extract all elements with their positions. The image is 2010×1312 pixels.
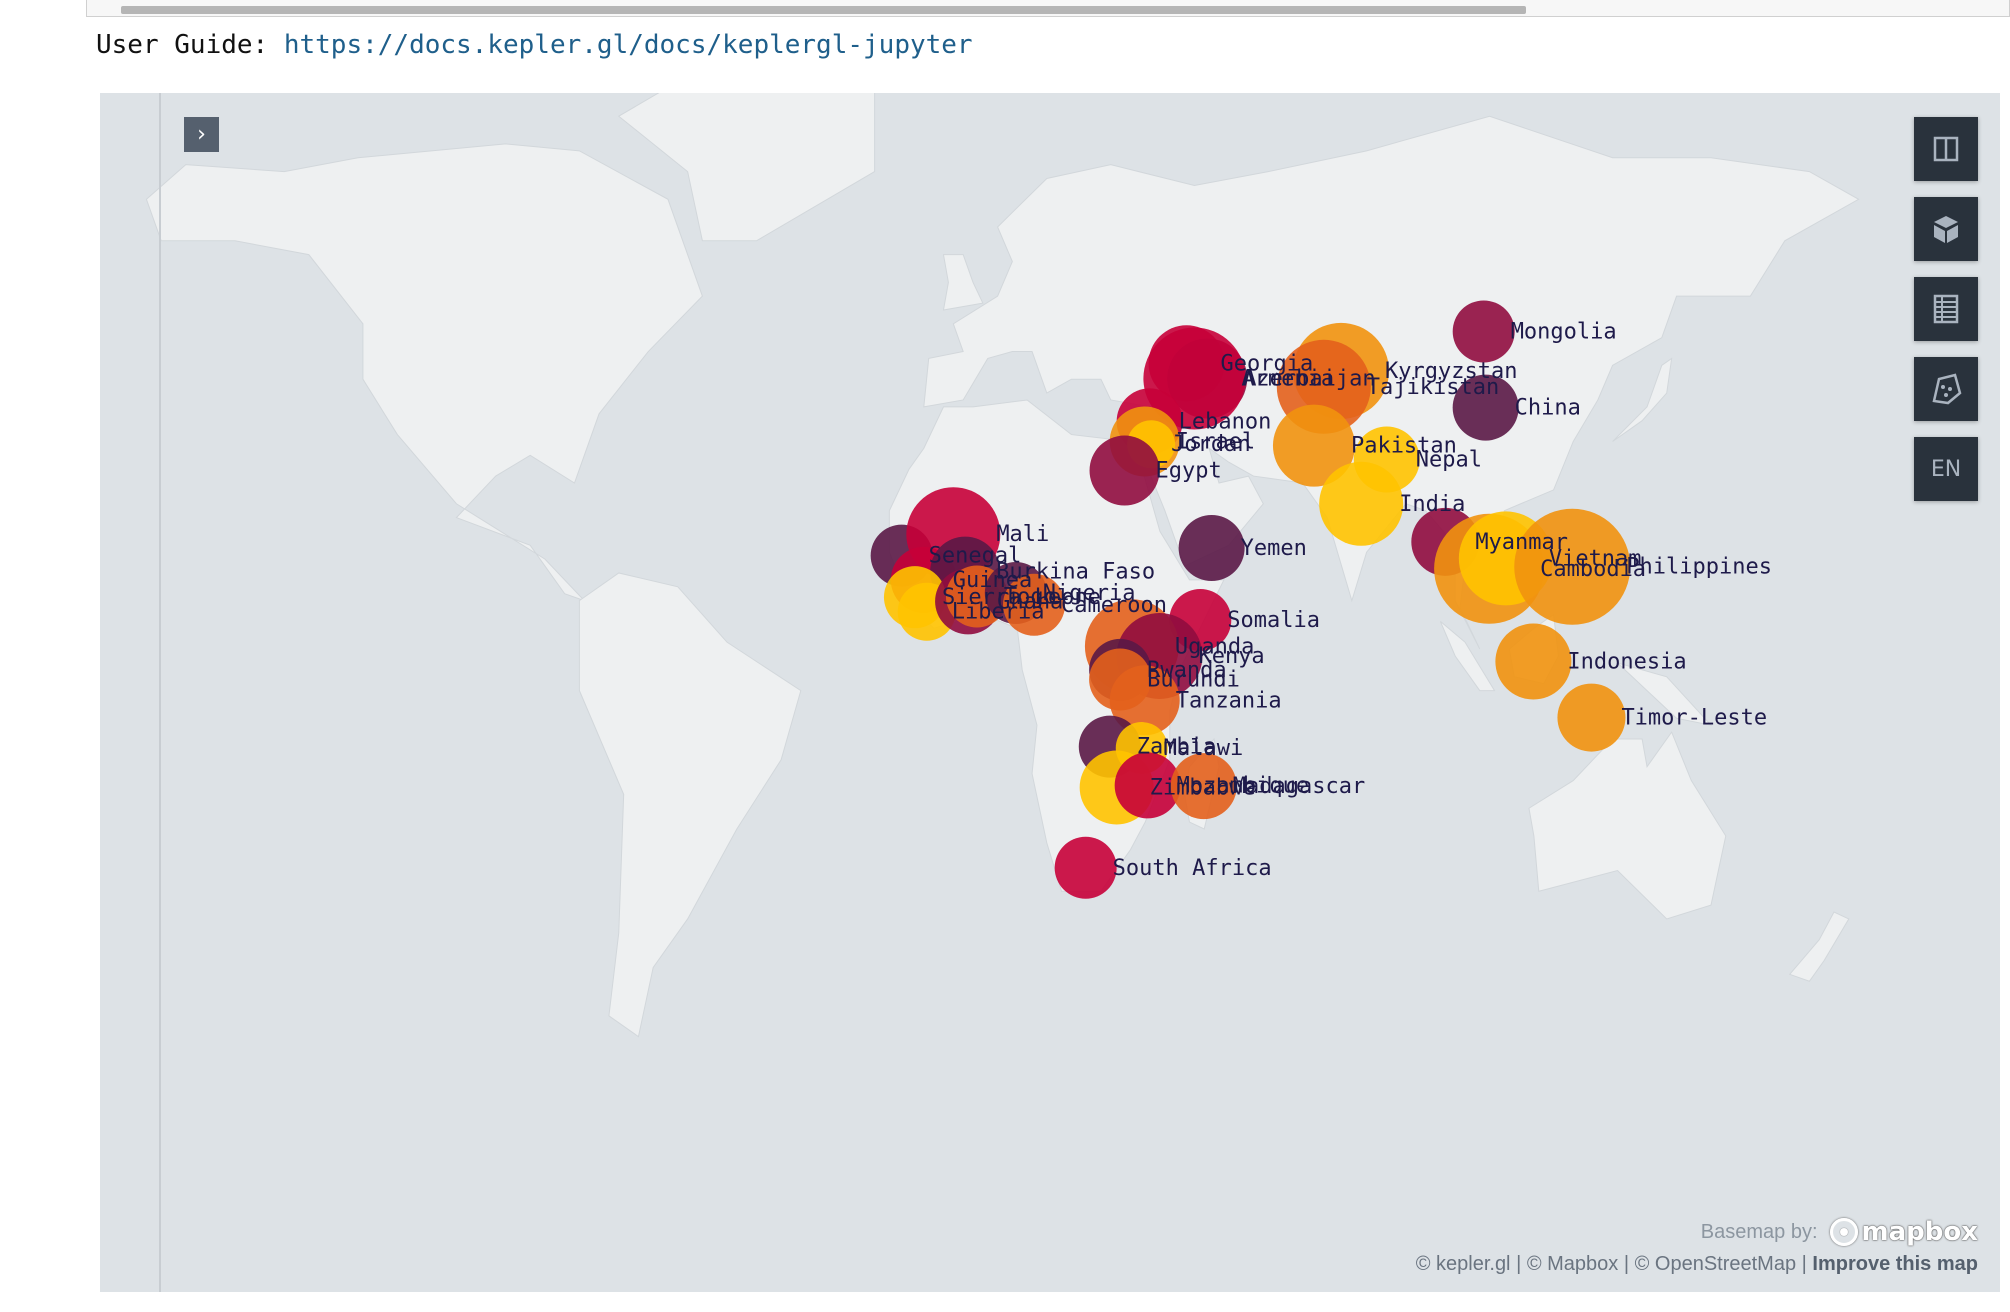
label-timor-leste: Timor-Leste	[1621, 706, 1767, 731]
point-tanzania[interactable]	[1109, 665, 1180, 736]
label-sierra-leone: Sierra Leone	[942, 585, 1101, 610]
label-mozambique: Mozambique	[1177, 773, 1309, 798]
land-new-zealand	[1788, 911, 1850, 982]
label-egypt: Egypt	[1156, 459, 1222, 484]
label-philippines: Philippines	[1626, 555, 1772, 580]
label-burkina-faso: Burkina Faso	[996, 560, 1155, 585]
locale-button[interactable]: EN	[1914, 437, 1978, 501]
label-uganda: Uganda	[1175, 634, 1254, 659]
label-liberia: Liberia	[952, 600, 1045, 625]
user-guide-line: User Guide: https://docs.kepler.gl/docs/…	[96, 30, 973, 60]
land-north-america	[145, 143, 703, 602]
label-myanmar: Myanmar	[1475, 530, 1568, 555]
label-yemen: Yemen	[1241, 536, 1307, 561]
label-zambia: Zambia	[1137, 735, 1216, 760]
point-timor-leste[interactable]	[1557, 683, 1626, 752]
label-tanzania: Tanzania	[1176, 688, 1282, 713]
point-philippines[interactable]	[1514, 508, 1631, 625]
data-table-icon	[1933, 294, 1959, 324]
land-greenland	[617, 93, 876, 242]
label-armenia: Armenia	[1241, 367, 1334, 392]
land-uk	[942, 254, 984, 311]
mapbox-wordmark: mapbox	[1861, 1217, 1979, 1247]
draw-polygon-button[interactable]	[1914, 357, 1978, 421]
3d-cube-icon	[1934, 216, 1958, 243]
chevron-right-icon: ›	[197, 122, 206, 147]
label-nigeria: Nigeria	[1043, 581, 1136, 606]
label-kenya: Kenya	[1198, 644, 1264, 669]
label-cambodia: Cambodia	[1540, 557, 1646, 582]
data-table-button[interactable]	[1914, 277, 1978, 341]
split-map-icon	[1933, 136, 1959, 162]
label-indonesia: Indonesia	[1567, 650, 1686, 675]
label-georgia: Georgia	[1221, 351, 1314, 376]
basemap-label: Basemap by:	[1700, 1220, 1818, 1243]
label-cameroon: Cameroon	[1061, 593, 1167, 618]
land-sumatra	[1439, 621, 1496, 692]
mapbox-attribution-link[interactable]: © Mapbox	[1526, 1253, 1619, 1275]
label-kyrgyzstan: Kyrgyzstan	[1385, 359, 1517, 384]
kepler-attribution-link[interactable]: © kepler.gl	[1415, 1253, 1511, 1275]
point-india[interactable]	[1319, 461, 1404, 546]
point-pakistan[interactable]	[1272, 404, 1355, 487]
label-jordan: Jordan	[1171, 432, 1250, 457]
scrollbar-thumb[interactable]	[121, 6, 1526, 14]
land-south-america	[578, 572, 802, 1038]
split-map-button[interactable]	[1914, 117, 1978, 181]
land-australia	[1528, 731, 1727, 920]
label-madagascar: Madagascar	[1233, 774, 1365, 799]
label-togo: Togo	[1004, 584, 1057, 609]
label-mongolia: Mongolia	[1511, 319, 1617, 344]
point-egypt[interactable]	[1089, 435, 1160, 506]
label-ghana: Ghana	[997, 589, 1063, 614]
point-china[interactable]	[1452, 374, 1519, 441]
user-guide-label: User Guide:	[96, 30, 284, 60]
label-vietnam: Vietnam	[1549, 546, 1642, 571]
point-south-africa[interactable]	[1054, 836, 1117, 899]
label-rwanda: Rwanda	[1147, 658, 1226, 683]
point-indonesia[interactable]	[1495, 623, 1572, 700]
user-guide-link[interactable]: https://docs.kepler.gl/docs/keplergl-jup…	[283, 30, 973, 60]
locale-label: EN	[1930, 456, 1962, 482]
improve-map-link[interactable]: Improve this map	[1812, 1253, 1978, 1275]
notebook-output-scrollbar[interactable]	[86, 0, 2010, 17]
point-yemen[interactable]	[1178, 515, 1245, 582]
point-mongolia[interactable]	[1452, 300, 1515, 363]
mapbox-logo[interactable]: mapbox	[1829, 1217, 1979, 1247]
label-guinea: Guinea	[953, 568, 1032, 593]
point-layer[interactable]	[870, 300, 1631, 899]
label-china: China	[1515, 396, 1581, 421]
label-india: India	[1399, 492, 1465, 517]
land-new-guinea	[1617, 662, 1713, 726]
point-cameroon[interactable]	[1003, 573, 1066, 636]
label-pakistan: Pakistan	[1351, 434, 1457, 459]
point-mozambique[interactable]	[1114, 752, 1181, 819]
label-south-africa: South Africa	[1113, 856, 1272, 881]
label-nepal: Nepal	[1416, 447, 1482, 472]
label-burundi: Burundi	[1147, 668, 1240, 693]
draw-polygon-icon	[1932, 373, 1962, 405]
label-zimbabwe: Zimbabwe	[1150, 775, 1256, 800]
side-panel-toggle[interactable]: ›	[184, 117, 219, 152]
kepler-map[interactable]: Mongolia China Georgia Azerbaijan Armenia Leb…	[100, 93, 2000, 1292]
label-malawi: Malawi	[1164, 736, 1243, 761]
label-senegal: Senegal	[929, 544, 1022, 569]
point-madagascar[interactable]	[1170, 753, 1237, 820]
land-japan	[1612, 357, 1673, 442]
label-lebanon: Lebanon	[1179, 409, 1272, 434]
3d-view-button[interactable]	[1914, 197, 1978, 261]
label-mali: Mali	[996, 522, 1049, 547]
map-attribution: © kepler.gl | © Mapbox | © OpenStreetMap…	[1415, 1253, 1978, 1275]
mapbox-logo-icon	[1829, 1218, 1858, 1246]
label-azerbaijan: Azerbaijan	[1243, 367, 1375, 392]
label-tajikistan: Tajikistan	[1367, 375, 1499, 400]
label-israel: Israel	[1176, 429, 1255, 454]
basemap-credit: Basemap by: mapbox	[1701, 1217, 1978, 1247]
osm-attribution-link[interactable]: © OpenStreetMap	[1634, 1253, 1797, 1275]
label-somalia: Somalia	[1227, 608, 1320, 633]
